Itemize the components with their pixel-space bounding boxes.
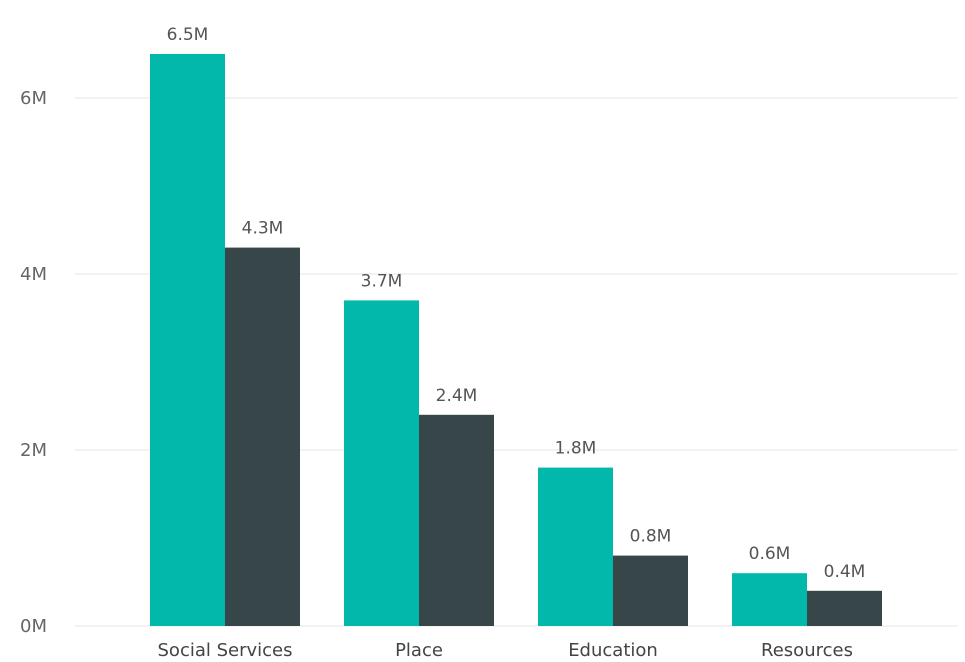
- bar[interactable]: [732, 573, 807, 626]
- data-labels: 6.5M 4.3M 3.7M 2.4M 1.8M 0.8M 0.6M 0.4M: [167, 25, 866, 582]
- bar[interactable]: [807, 590, 882, 626]
- bar[interactable]: [419, 414, 494, 626]
- x-category-label: Education: [568, 640, 658, 661]
- bar[interactable]: [225, 247, 300, 626]
- bar[interactable]: [344, 300, 419, 626]
- bar[interactable]: [613, 555, 688, 626]
- data-label: 0.8M: [630, 527, 672, 547]
- data-label: 4.3M: [242, 219, 284, 239]
- data-label: 0.6M: [749, 544, 791, 564]
- data-label: 2.4M: [436, 386, 478, 406]
- axes: 0M 2M 4M 6M Social Services Place Education Res…: [20, 88, 853, 661]
- data-label: 6.5M: [167, 25, 209, 45]
- y-tick-label: 2M: [20, 440, 47, 461]
- y-tick-label: 6M: [20, 88, 47, 109]
- data-label: 3.7M: [361, 271, 403, 291]
- bars: [150, 54, 882, 626]
- y-tick-label: 4M: [20, 264, 47, 285]
- data-label: 1.8M: [555, 439, 597, 459]
- x-category-label: Social Services: [158, 640, 293, 661]
- x-category-label: Place: [395, 640, 443, 661]
- bar[interactable]: [150, 54, 225, 626]
- bar[interactable]: [538, 467, 613, 626]
- y-tick-label: 0M: [20, 616, 47, 637]
- x-category-label: Resources: [761, 640, 853, 661]
- data-label: 0.4M: [824, 562, 866, 582]
